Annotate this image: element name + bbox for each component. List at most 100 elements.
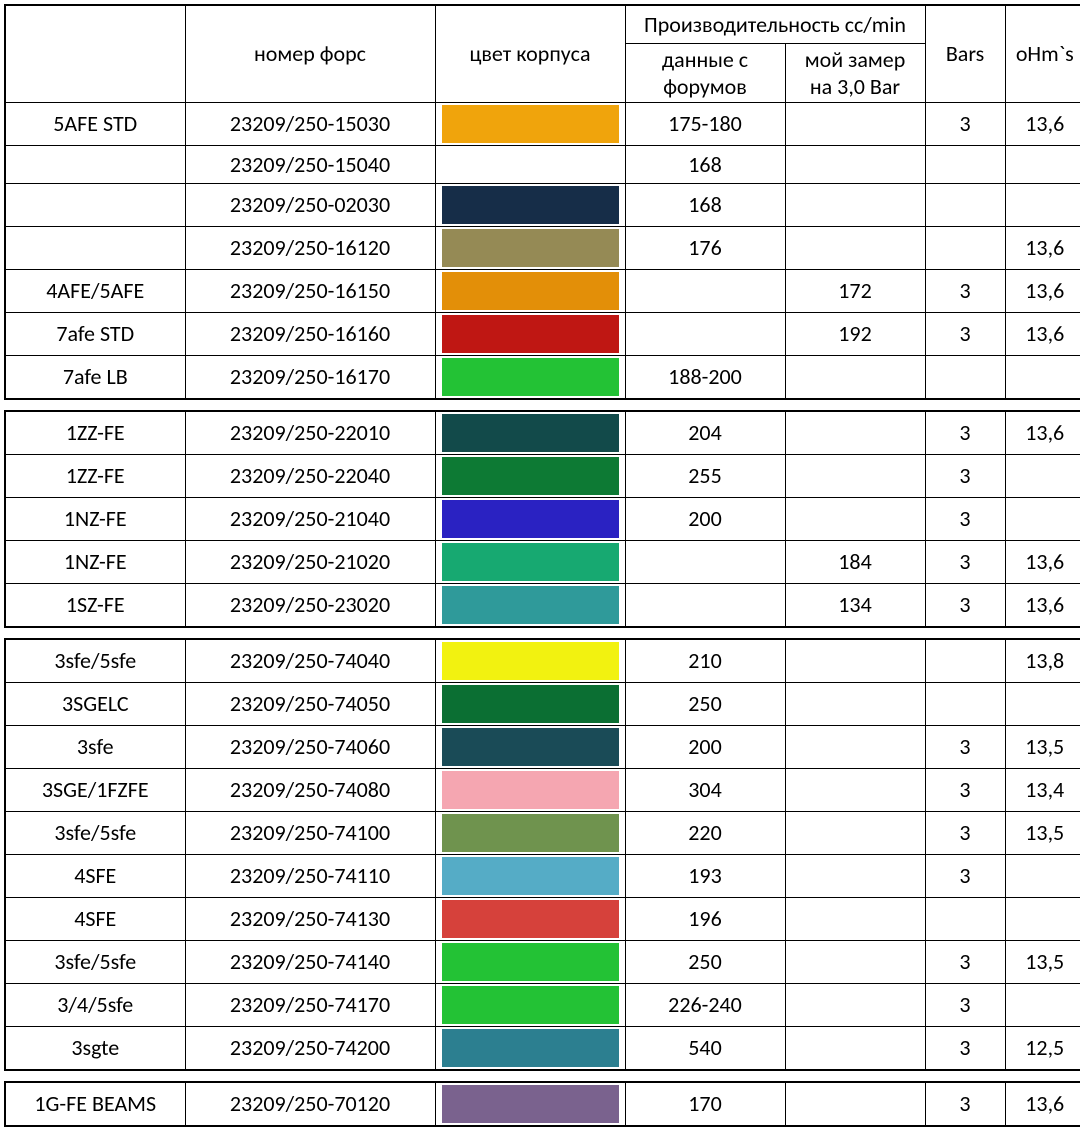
cell-ohm: 13,6: [1005, 411, 1080, 455]
table-row: 23209/250-16120 176 13,6: [5, 226, 1080, 269]
cell-bars: 3: [925, 583, 1005, 627]
cell-ohm: 13,4: [1005, 768, 1080, 811]
cell-forum: [625, 312, 785, 355]
cell-part: 23209/250-21040: [185, 497, 435, 540]
color-swatch: [442, 457, 619, 495]
cell-part: 23209/250-15040: [185, 145, 435, 183]
color-swatch: [442, 943, 619, 981]
header-color: цвет корпуса: [435, 5, 625, 102]
cell-bars: 3: [925, 811, 1005, 854]
table-row: 3SGE/1FZFE 23209/250-74080 304 3 13,4: [5, 768, 1080, 811]
cell-forum: 200: [625, 497, 785, 540]
cell-forum: 540: [625, 1026, 785, 1070]
cell-bars: [925, 682, 1005, 725]
table-row: 3sgte 23209/250-74200 540 3 12,5: [5, 1026, 1080, 1070]
color-swatch: [442, 105, 619, 143]
table-row: 1SZ-FE 23209/250-23020 134 3 13,6: [5, 583, 1080, 627]
color-swatch: [442, 900, 619, 938]
cell-meas: [785, 411, 925, 455]
cell-ohm: 13,6: [1005, 1082, 1080, 1126]
cell-color: [435, 940, 625, 983]
cell-ohm: 13,5: [1005, 725, 1080, 768]
table-row: 1G-FE BEAMS 23209/250-70120 170 3 13,6: [5, 1082, 1080, 1126]
cell-bars: 3: [925, 854, 1005, 897]
cell-forum: 226-240: [625, 983, 785, 1026]
cell-bars: [925, 639, 1005, 683]
cell-ohm: [1005, 145, 1080, 183]
table-row: 4SFE 23209/250-74130 196: [5, 897, 1080, 940]
table-row: 23209/250-15040 168: [5, 145, 1080, 183]
cell-part: 23209/250-22040: [185, 454, 435, 497]
cell-bars: [925, 897, 1005, 940]
cell-bars: 3: [925, 1082, 1005, 1126]
cell-color: [435, 897, 625, 940]
table-row: 3sfe/5sfe 23209/250-74140 250 3 13,5: [5, 940, 1080, 983]
cell-engine: 3SGELC: [5, 682, 185, 725]
cell-bars: [925, 145, 1005, 183]
cell-forum: 255: [625, 454, 785, 497]
cell-engine: 5AFE STD: [5, 102, 185, 145]
cell-engine: [5, 183, 185, 226]
color-swatch: [442, 586, 619, 624]
cell-engine: 3sfe/5sfe: [5, 811, 185, 854]
cell-color: [435, 226, 625, 269]
table-row: 7afe STD 23209/250-16160 192 3 13,6: [5, 312, 1080, 355]
header-measured: мой замер на 3,0 Bar: [785, 43, 925, 102]
cell-bars: 3: [925, 540, 1005, 583]
cell-meas: [785, 1082, 925, 1126]
cell-color: [435, 540, 625, 583]
table-row: 4SFE 23209/250-74110 193 3: [5, 854, 1080, 897]
cell-engine: 1NZ-FE: [5, 497, 185, 540]
cell-engine: 1ZZ-FE: [5, 454, 185, 497]
cell-meas: 192: [785, 312, 925, 355]
cell-ohm: [1005, 497, 1080, 540]
cell-part: 23209/250-74100: [185, 811, 435, 854]
cell-meas: [785, 768, 925, 811]
cell-ohm: 13,6: [1005, 226, 1080, 269]
color-swatch: [442, 685, 619, 723]
cell-meas: [785, 145, 925, 183]
cell-forum: 220: [625, 811, 785, 854]
color-swatch: [442, 272, 619, 310]
cell-forum: [625, 269, 785, 312]
cell-part: 23209/250-21020: [185, 540, 435, 583]
table-row: 3sfe/5sfe 23209/250-74040 210 13,8: [5, 639, 1080, 683]
injector-table-group-1: номер форс цвет корпуса Производительнос…: [4, 4, 1080, 400]
cell-bars: [925, 226, 1005, 269]
cell-meas: [785, 725, 925, 768]
cell-ohm: [1005, 897, 1080, 940]
header-part-number: номер форс: [185, 5, 435, 102]
cell-ohm: 13,6: [1005, 312, 1080, 355]
cell-color: [435, 102, 625, 145]
cell-ohm: 13,6: [1005, 102, 1080, 145]
cell-meas: [785, 1026, 925, 1070]
color-swatch: [442, 358, 619, 396]
cell-forum: 200: [625, 725, 785, 768]
cell-engine: 4SFE: [5, 897, 185, 940]
cell-meas: [785, 682, 925, 725]
cell-part: 23209/250-16120: [185, 226, 435, 269]
cell-color: [435, 639, 625, 683]
cell-bars: 3: [925, 940, 1005, 983]
cell-bars: 3: [925, 269, 1005, 312]
tbody-group-1: 5AFE STD 23209/250-15030 175-180 3 13,6 …: [5, 102, 1080, 399]
cell-engine: 3sgte: [5, 1026, 185, 1070]
cell-engine: 3sfe/5sfe: [5, 639, 185, 683]
cell-forum: 168: [625, 145, 785, 183]
cell-bars: 3: [925, 312, 1005, 355]
color-swatch: [442, 814, 619, 852]
color-swatch: [442, 986, 619, 1024]
table-row: 1ZZ-FE 23209/250-22040 255 3: [5, 454, 1080, 497]
cell-bars: 3: [925, 454, 1005, 497]
cell-part: 23209/250-74170: [185, 983, 435, 1026]
cell-meas: 134: [785, 583, 925, 627]
cell-engine: 3sfe/5sfe: [5, 940, 185, 983]
cell-engine: 4SFE: [5, 854, 185, 897]
cell-ohm: [1005, 682, 1080, 725]
cell-forum: 193: [625, 854, 785, 897]
cell-color: [435, 145, 625, 183]
tbody-group-3: 3sfe/5sfe 23209/250-74040 210 13,8 3SGEL…: [5, 639, 1080, 1070]
header-engine: [5, 5, 185, 102]
cell-color: [435, 1082, 625, 1126]
cell-part: 23209/250-74110: [185, 854, 435, 897]
